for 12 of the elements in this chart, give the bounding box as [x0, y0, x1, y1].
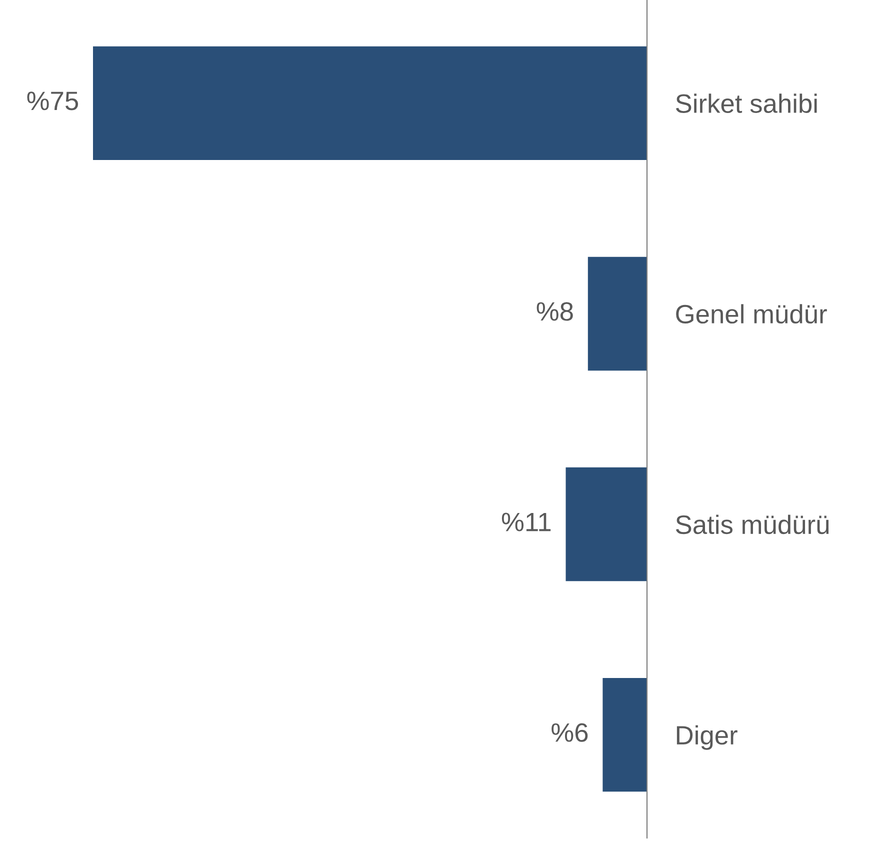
bar: [602, 678, 647, 792]
data-label: %6: [552, 723, 588, 742]
y-tick-label: Sirket sahibi: [676, 94, 817, 113]
bar: [566, 467, 647, 582]
bar: [588, 256, 647, 371]
data-label: %11: [502, 512, 551, 532]
data-label: %8: [536, 302, 573, 321]
bar: [93, 46, 647, 160]
data-label: %75: [27, 92, 78, 110]
y-tick-label: Satis müdürü: [676, 514, 829, 534]
y-tick-label: Diger: [676, 725, 738, 750]
y-tick-label: Genel müdür: [676, 304, 827, 324]
